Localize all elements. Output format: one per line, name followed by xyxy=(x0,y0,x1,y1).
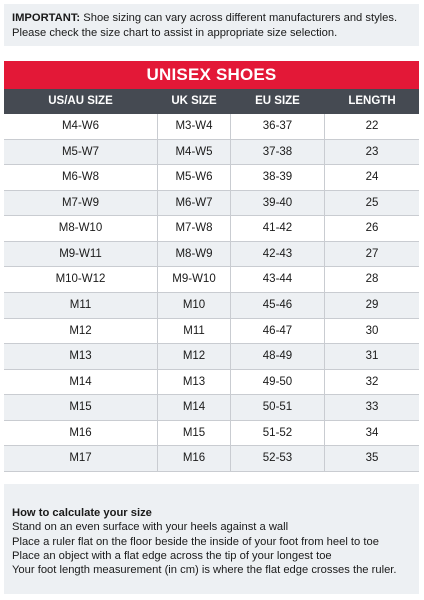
table-body: M4-W6 M3-W4 36-37 22 M5-W7 M4-W5 37-38 23 M6-W8 M… xyxy=(4,114,419,472)
length-cell: 22 xyxy=(324,114,419,139)
length-cell: 23 xyxy=(324,139,419,165)
uk-size-cell: M4-W5 xyxy=(157,139,231,165)
column-header-uk-size: UK SIZE xyxy=(157,89,231,114)
table-header-row: US/AU SIZE UK SIZE EU SIZE LENGTH xyxy=(4,89,419,114)
eu-size-cell: 36-37 xyxy=(262,120,293,132)
table-row: M11 M10 45-46 29 xyxy=(4,292,419,319)
sizing-notice: IMPORTANT: Shoe sizing can vary across d… xyxy=(4,4,419,46)
table-row: M5-W7 M4-W5 37-38 23 xyxy=(4,139,419,166)
uk-size-cell: M3-W4 xyxy=(157,114,231,139)
length-cell: 33 xyxy=(324,395,419,420)
us-au-size-cell: M11 xyxy=(69,298,92,311)
length-cell: 34 xyxy=(324,420,419,446)
length-cell: 24 xyxy=(324,165,419,190)
length-cell: 35 xyxy=(324,446,419,471)
eu-size-cell: 49-50 xyxy=(262,375,293,388)
length-cell: 28 xyxy=(324,267,419,292)
table-row: M13 M12 48-49 31 xyxy=(4,344,419,370)
us-au-size-cell: M13 xyxy=(69,350,92,363)
uk-size-cell: M13 xyxy=(157,369,231,395)
length-cell: 32 xyxy=(324,369,419,395)
how-to-title: How to calculate your size xyxy=(12,507,152,519)
uk-size-cell: M11 xyxy=(157,318,231,344)
table-row: M15 M14 50-51 33 xyxy=(4,395,419,421)
us-au-size-cell: M9-W11 xyxy=(59,247,102,260)
table-row: M7-W9 M6-W7 39-40 25 xyxy=(4,190,419,217)
eu-size-cell: 46-47 xyxy=(262,324,293,337)
how-to-step: Place an object with a flat edge across … xyxy=(12,549,332,562)
uk-size-cell: M5-W6 xyxy=(157,165,231,190)
us-au-size-cell: M14 xyxy=(69,375,92,388)
us-au-size-cell: M10-W12 xyxy=(55,273,106,286)
eu-size-cell: 38-39 xyxy=(262,171,293,184)
table-row: M4-W6 M3-W4 36-37 22 xyxy=(4,114,419,140)
us-au-size-cell: M17 xyxy=(69,452,92,465)
table-row: M12 M11 46-47 30 xyxy=(4,318,419,345)
notice-label: IMPORTANT: xyxy=(12,12,81,24)
us-au-size-cell: M15 xyxy=(69,401,92,414)
uk-size-cell: M10 xyxy=(157,292,231,318)
eu-size-cell: 39-40 xyxy=(262,196,293,209)
table-row: M10-W12 M9-W10 43-44 28 xyxy=(4,267,419,293)
eu-size-cell: 45-46 xyxy=(262,298,293,311)
us-au-size-cell: M7-W9 xyxy=(61,196,100,209)
how-to-step: Your foot length measurement (in cm) is … xyxy=(12,564,397,577)
us-au-size-cell: M5-W7 xyxy=(61,145,100,158)
notice-text: Shoe sizing can vary across different ma… xyxy=(12,12,398,39)
uk-size-cell: M8-W9 xyxy=(157,241,231,267)
us-au-size-cell: M4-W6 xyxy=(61,120,100,132)
table-row: M6-W8 M5-W6 38-39 24 xyxy=(4,165,419,191)
size-chart-table: UNISEX SHOES US/AU SIZE UK SIZE EU SIZE … xyxy=(4,61,419,472)
length-cell: 25 xyxy=(324,190,419,216)
eu-size-cell: 48-49 xyxy=(262,350,293,363)
uk-size-cell: M12 xyxy=(157,344,231,369)
us-au-size-cell: M16 xyxy=(69,426,92,439)
uk-size-cell: M16 xyxy=(157,446,231,471)
column-header-us-au-size: US/AU SIZE xyxy=(48,95,113,107)
length-cell: 27 xyxy=(324,241,419,267)
length-cell: 26 xyxy=(324,216,419,241)
uk-size-cell: M14 xyxy=(157,395,231,420)
length-cell: 29 xyxy=(324,292,419,318)
eu-size-cell: 43-44 xyxy=(262,273,293,286)
table-row: M9-W11 M8-W9 42-43 27 xyxy=(4,241,419,268)
us-au-size-cell: M6-W8 xyxy=(61,171,100,184)
how-to-step: Place a ruler flat on the floor beside t… xyxy=(12,535,379,548)
uk-size-cell: M15 xyxy=(157,420,231,446)
us-au-size-cell: M8-W10 xyxy=(58,222,103,235)
uk-size-cell: M6-W7 xyxy=(157,190,231,216)
how-to-step: Stand on an even surface with your heels… xyxy=(12,521,289,534)
column-header-length: LENGTH xyxy=(324,89,419,114)
length-cell: 30 xyxy=(324,318,419,344)
us-au-size-cell: M12 xyxy=(69,324,92,337)
table-title: UNISEX SHOES xyxy=(4,61,419,89)
eu-size-cell: 41-42 xyxy=(262,222,293,235)
table-row: M17 M16 52-53 35 xyxy=(4,446,419,472)
uk-size-cell: M7-W8 xyxy=(157,216,231,241)
eu-size-cell: 51-52 xyxy=(262,426,293,439)
eu-size-cell: 37-38 xyxy=(262,145,293,158)
table-row: M16 M15 51-52 34 xyxy=(4,420,419,447)
how-to-measure-section: How to calculate your size Stand on an e… xyxy=(4,484,419,594)
uk-size-cell: M9-W10 xyxy=(157,267,231,292)
column-header-eu-size: EU SIZE xyxy=(255,95,300,107)
length-cell: 31 xyxy=(324,344,419,369)
table-row: M14 M13 49-50 32 xyxy=(4,369,419,396)
table-row: M8-W10 M7-W8 41-42 26 xyxy=(4,216,419,242)
eu-size-cell: 52-53 xyxy=(262,452,293,465)
eu-size-cell: 50-51 xyxy=(262,401,293,414)
eu-size-cell: 42-43 xyxy=(262,247,293,260)
